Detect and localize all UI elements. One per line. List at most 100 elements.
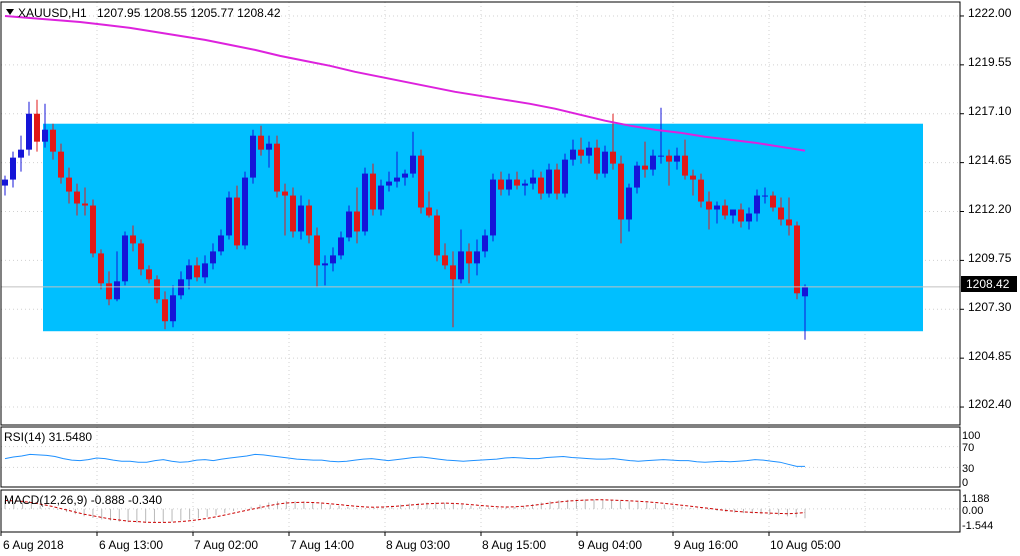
- candle-body: [74, 191, 80, 204]
- candle-body: [442, 255, 448, 266]
- candle-body: [706, 201, 712, 210]
- candle-body: [458, 251, 464, 280]
- candle-body: [522, 183, 528, 186]
- current-price-label: 1208.42: [966, 277, 1010, 291]
- candle-body: [258, 135, 264, 150]
- candle-body: [602, 151, 608, 174]
- candle-body: [666, 155, 672, 162]
- candle-body: [266, 143, 272, 150]
- candle-body: [386, 181, 392, 186]
- candle-body: [194, 265, 200, 278]
- candle-body: [778, 207, 784, 220]
- price-tick: 1219.55: [968, 55, 1012, 69]
- candle-body: [506, 179, 512, 190]
- rsi-title: RSI(14) 31.5480: [4, 430, 92, 444]
- candle-body: [770, 195, 776, 208]
- candle-body: [490, 179, 496, 236]
- time-tick: 8 Aug 03:00: [386, 538, 450, 552]
- time-tick: 6 Aug 13:00: [99, 538, 163, 552]
- candle-body: [10, 157, 16, 180]
- candle-body: [450, 265, 456, 280]
- candle-body: [698, 179, 704, 202]
- candle-body: [410, 155, 416, 174]
- candle-body: [290, 195, 296, 232]
- rsi-level: 0: [962, 477, 968, 489]
- price-tick: 1222.00: [968, 6, 1012, 20]
- symbol-label: XAUUSD,H1: [18, 6, 87, 20]
- price-tick: 1207.30: [968, 300, 1012, 314]
- candle-body: [786, 219, 792, 226]
- candle-body: [762, 195, 768, 197]
- panel-border: [0, 1, 961, 426]
- candle-body: [754, 195, 760, 214]
- ohlc-values: 1207.95 1208.55 1205.77 1208.42: [97, 6, 281, 20]
- candle-body: [242, 177, 248, 246]
- candle-body: [90, 205, 96, 254]
- candle-body: [578, 149, 584, 156]
- candle-body: [314, 235, 320, 266]
- candlesticks: [2, 99, 808, 340]
- candle-body: [338, 237, 344, 256]
- candle-body: [466, 251, 472, 264]
- candle-body: [562, 159, 568, 194]
- candle-body: [634, 165, 640, 188]
- price-tick: 1217.10: [968, 104, 1012, 118]
- dropdown-triangle-icon[interactable]: [6, 9, 14, 15]
- candle-body: [58, 151, 64, 178]
- candle-body: [210, 251, 216, 264]
- candle-body: [170, 295, 176, 322]
- candle-body: [122, 235, 128, 282]
- candle-body: [394, 177, 400, 182]
- candle-body: [146, 269, 152, 280]
- candle-body: [794, 225, 800, 294]
- candle-body: [690, 175, 696, 180]
- candle-body: [594, 147, 600, 174]
- price-tick: 1209.75: [968, 251, 1012, 265]
- candle-body: [546, 169, 552, 194]
- candle-body: [538, 177, 544, 194]
- candle-body: [530, 177, 536, 184]
- candle-body: [306, 205, 312, 236]
- candle-body: [82, 203, 88, 206]
- candle-body: [402, 173, 408, 178]
- candle-body: [362, 173, 368, 232]
- candle-body: [218, 235, 224, 252]
- candle-body: [418, 155, 424, 208]
- candle-body: [114, 281, 120, 300]
- current-price-tag: [961, 276, 1017, 292]
- candle-body: [658, 155, 664, 157]
- rsi-level: 70: [962, 442, 974, 454]
- moving-average-line: [4, 15, 806, 152]
- candle-body: [282, 191, 288, 196]
- candle-body: [202, 263, 208, 278]
- candle-body: [42, 129, 48, 142]
- time-tick: 7 Aug 14:00: [290, 538, 354, 552]
- candle-body: [474, 251, 480, 264]
- macd-level: 1.188: [962, 493, 990, 505]
- candle-body: [106, 283, 112, 300]
- candle-body: [738, 209, 744, 222]
- time-tick: 9 Aug 16:00: [674, 538, 738, 552]
- candle-body: [250, 135, 256, 178]
- rsi-level: 30: [962, 463, 974, 475]
- macd-level: -1.544: [962, 520, 993, 532]
- price-tick: 1204.85: [968, 349, 1012, 363]
- candle-body: [26, 113, 32, 150]
- candle-body: [66, 177, 72, 192]
- candle-body: [554, 169, 560, 194]
- candle-body: [234, 197, 240, 246]
- candle-body: [378, 185, 384, 210]
- candle-body: [650, 155, 656, 170]
- macd-level: 0.00: [962, 505, 983, 517]
- candle-body: [714, 205, 720, 210]
- candle-body: [186, 265, 192, 280]
- candle-body: [98, 253, 104, 284]
- candle-body: [434, 215, 440, 256]
- price-tick: 1202.40: [968, 397, 1012, 411]
- candle-body: [570, 149, 576, 160]
- panel-border: [0, 426, 961, 488]
- candle-body: [50, 129, 56, 152]
- candle-body: [346, 211, 352, 238]
- candle-body: [802, 286, 808, 297]
